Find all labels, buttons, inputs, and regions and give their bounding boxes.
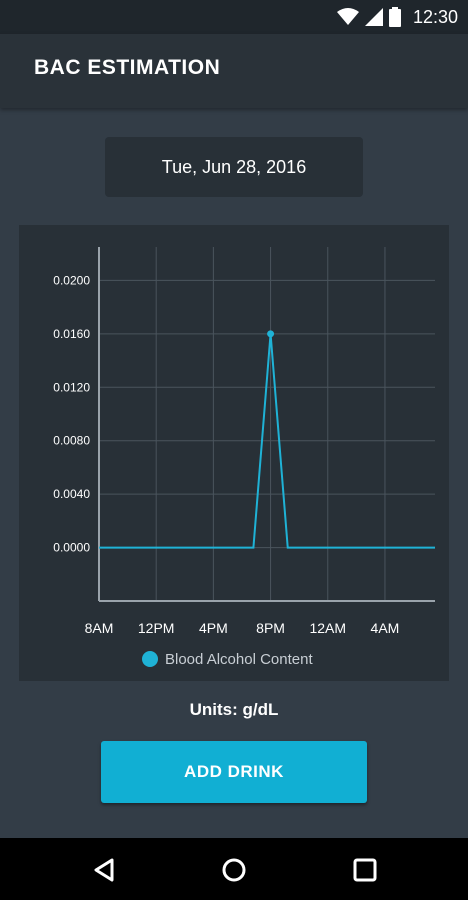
- add-drink-button[interactable]: ADD DRINK: [101, 741, 367, 803]
- legend-label: Blood Alcohol Content: [165, 651, 313, 668]
- y-tick-label: 0.0200: [53, 273, 90, 287]
- y-tick-label: 0.0160: [53, 327, 90, 341]
- units-label: Units: g/dL: [189, 700, 279, 719]
- back-icon[interactable]: [88, 854, 120, 886]
- x-tick-label: 4PM: [199, 620, 228, 636]
- home-icon[interactable]: [218, 854, 250, 886]
- date-label: Tue, Jun 28, 2016: [161, 156, 307, 177]
- page-title: BAC ESTIMATION: [34, 56, 221, 79]
- recents-icon[interactable]: [349, 854, 381, 886]
- legend-marker: [142, 651, 158, 667]
- status-bar: 12:30: [0, 0, 468, 34]
- x-tick-label: 4AM: [371, 620, 400, 636]
- status-icons: 12:30: [336, 5, 458, 29]
- data-point: [267, 330, 275, 338]
- x-tick-label: 12PM: [138, 620, 175, 636]
- y-tick-label: 0.0080: [53, 434, 90, 448]
- y-tick-label: 0.0040: [53, 487, 90, 501]
- app-bar: BAC ESTIMATION: [0, 34, 468, 108]
- wifi-icon: [336, 8, 359, 25]
- y-tick-label: 0.0120: [53, 380, 90, 394]
- signal-icon: [364, 8, 383, 26]
- status-time: 12:30: [412, 6, 458, 27]
- x-tick-label: 12AM: [309, 620, 346, 636]
- bac-chart: 8AM 12PM 4PM 8PM 12AM 4AM 0.0000 0.0040 0.0080 0.…: [19, 225, 449, 681]
- chart-svg: 8AM 12PM 4PM 8PM 12AM 4AM 0.0000 0.0040 0.0080 0.…: [53, 247, 435, 668]
- x-tick-label: 8PM: [256, 620, 285, 636]
- date-selector[interactable]: Tue, Jun 28, 2016: [105, 137, 363, 197]
- battery-icon: [388, 7, 401, 27]
- nav-bar: [0, 838, 468, 900]
- y-tick-label: 0.0000: [53, 541, 90, 555]
- x-tick-label: 8AM: [85, 620, 114, 636]
